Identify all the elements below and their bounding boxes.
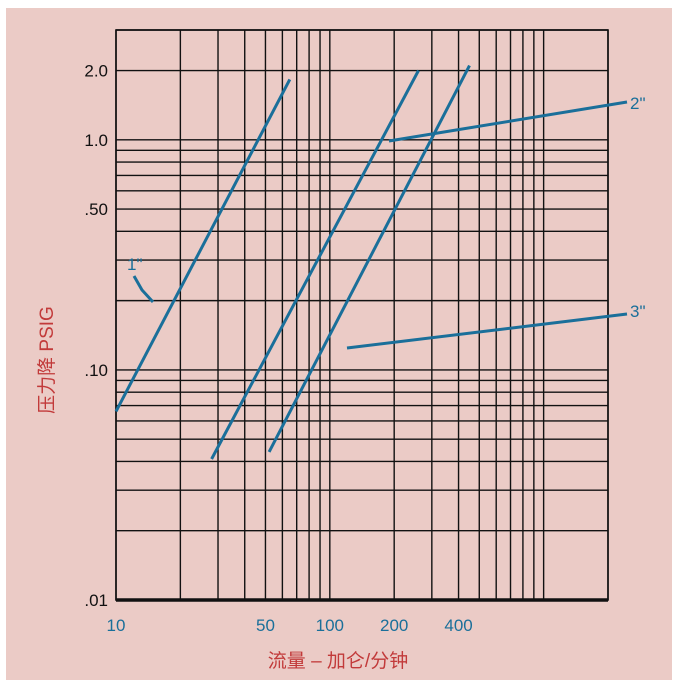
y-axis-title: 压力降 PSIG <box>36 306 58 414</box>
x-axis-title: 流量 – 加仑/分钟 <box>268 650 408 672</box>
x-tick-labels: 10 50 100 200 400 <box>107 616 473 635</box>
x-tick-label: 100 <box>316 616 344 635</box>
series-line-1 <box>114 78 292 413</box>
x-tick-label: 400 <box>444 616 472 635</box>
grid <box>115 29 609 602</box>
y-tick-labels: .01 .10 .50 1.0 2.0 <box>84 62 108 610</box>
series-label-leader <box>346 312 628 350</box>
plot-area <box>116 30 608 600</box>
x-tick-label: 200 <box>380 616 408 635</box>
series-lines <box>114 64 471 460</box>
series-label-leader <box>132 275 155 304</box>
x-tick-label: 50 <box>256 616 275 635</box>
series-label: 1" <box>127 255 143 274</box>
chart-svg: .01 .10 .50 1.0 2.0 10 50 100 200 400 1" 2" 3" 压力降… <box>36 29 646 672</box>
series-label: 3" <box>630 302 646 321</box>
y-tick-label: .01 <box>84 591 108 610</box>
y-tick-label: .10 <box>84 361 108 380</box>
series-line-2 <box>210 69 420 460</box>
x-tick-label: 10 <box>107 616 126 635</box>
series-labels: 1" 2" 3" <box>127 94 646 350</box>
y-tick-label: 1.0 <box>84 131 108 150</box>
y-tick-label: 2.0 <box>84 62 108 81</box>
y-tick-label: .50 <box>84 200 108 219</box>
series-line-3 <box>267 64 471 453</box>
series-label-leader <box>388 100 628 143</box>
chart-container: .01 .10 .50 1.0 2.0 10 50 100 200 400 1" 2" 3" 压力降… <box>6 8 672 680</box>
series-label: 2" <box>630 94 646 113</box>
